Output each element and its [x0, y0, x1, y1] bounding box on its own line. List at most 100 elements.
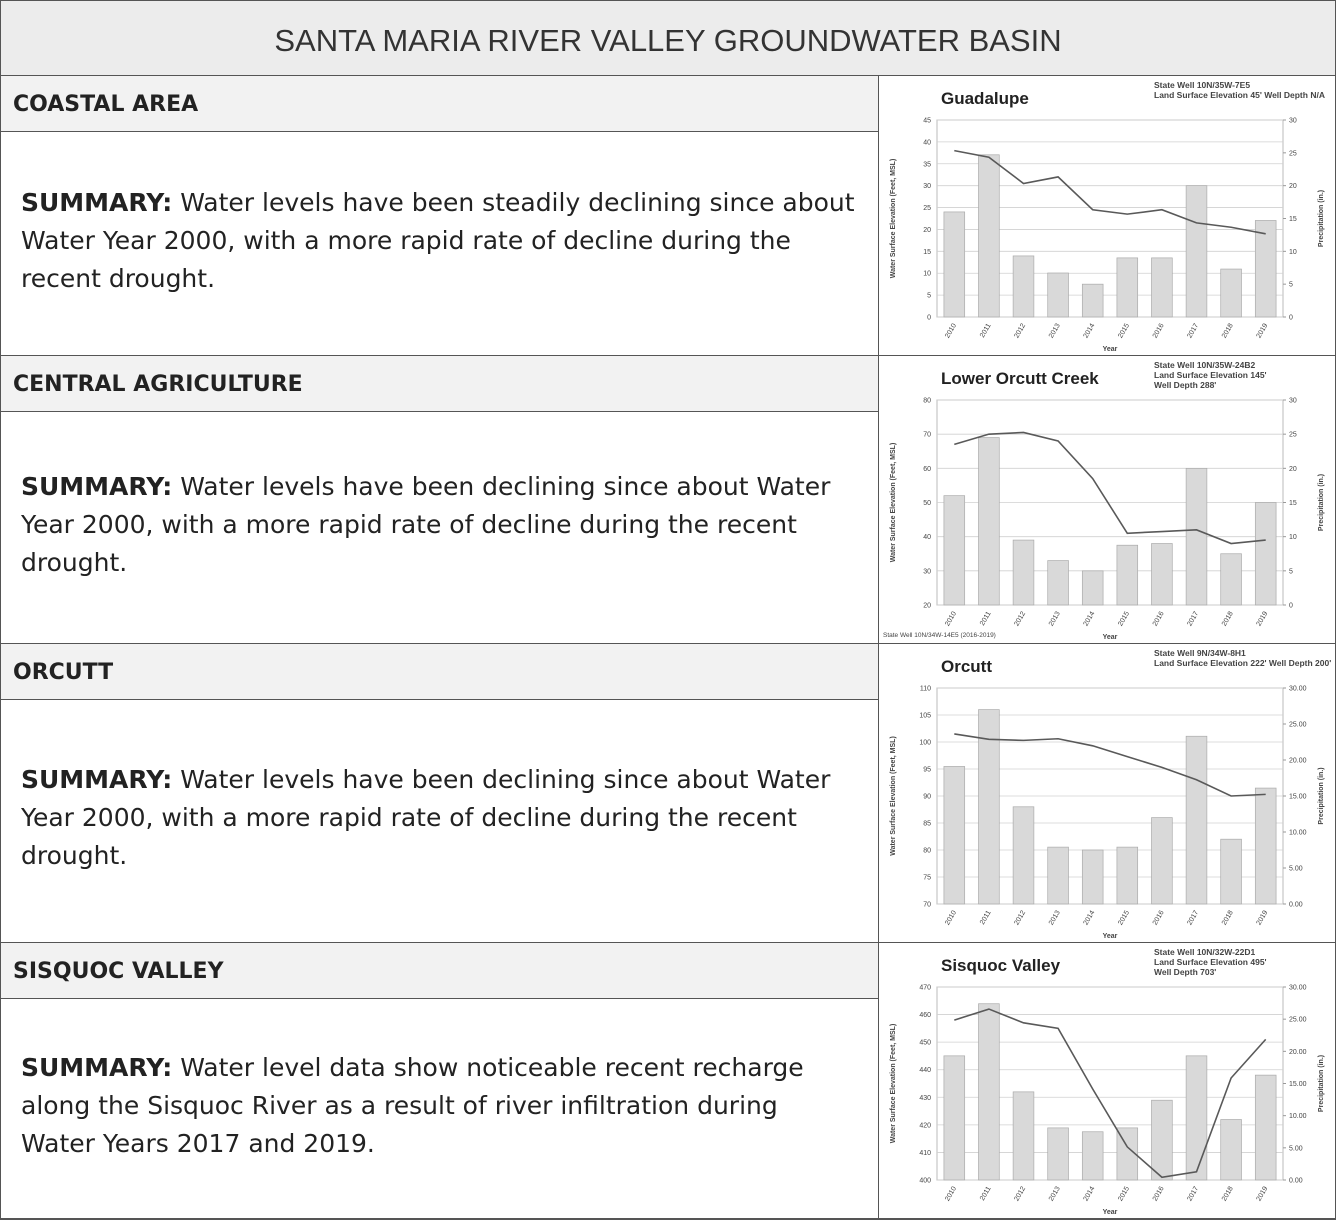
precip-bar: [1185, 467, 1208, 606]
y2-tick-label: 30: [1289, 118, 1297, 125]
summary-text: Water levels have been declining since a…: [21, 765, 831, 870]
precip-bar: [1185, 1055, 1208, 1181]
chart: Sisquoc Valley State Well 10N/32W-22D1Lan…: [890, 947, 1325, 1216]
y2-tick-label: 15.00: [1289, 1081, 1307, 1088]
precip-bar: [1047, 560, 1069, 606]
y2-tick-label: 25: [1289, 150, 1297, 157]
precip-bar: [978, 709, 1000, 905]
precip-bar: [978, 437, 1000, 606]
x-tick-label: 2019: [1256, 909, 1270, 926]
x-tick-label: 2014: [1083, 322, 1097, 339]
x-tick-label: 2019: [1256, 322, 1270, 339]
precip-bar: [1012, 255, 1035, 318]
y-tick-label: 0: [927, 315, 931, 322]
water-level-line: [954, 149, 1266, 235]
y2-axis-label: Precipitation (in.): [1318, 767, 1325, 824]
x-tick-label: 2016: [1152, 909, 1166, 926]
y-tick-label: 50: [923, 500, 931, 507]
x-axis-label: Year: [1103, 634, 1118, 641]
y-tick-label: 5: [927, 293, 931, 300]
chart-title: Lower Orcutt Creek: [941, 369, 1099, 388]
section: ORCUTT SUMMARY: Water levels have been de…: [1, 644, 1335, 943]
y-tick-label: 100: [919, 740, 931, 747]
y2-tick-label: 10: [1289, 534, 1297, 541]
precip-bar: [943, 495, 966, 606]
well-info: Land Surface Elevation 45' Well Depth N/…: [1154, 90, 1325, 100]
x-tick-label: 2015: [1117, 610, 1131, 627]
x-tick-label: 2013: [1048, 1185, 1062, 1202]
x-tick-label: 2016: [1152, 322, 1166, 339]
precip-bar: [1012, 1091, 1035, 1181]
y-tick-label: 40: [923, 139, 931, 146]
y-tick-label: 10: [923, 271, 931, 278]
summary: SUMMARY: Water levels have been declinin…: [21, 468, 858, 582]
precip-bar: [1081, 570, 1104, 606]
y-tick-label: 85: [923, 821, 931, 828]
summary-label: SUMMARY:: [21, 471, 173, 501]
x-tick-label: 2011: [979, 322, 993, 339]
precip-bar: [1081, 849, 1104, 905]
y-tick-label: 75: [923, 875, 931, 882]
page-title: SANTA MARIA RIVER VALLEY GROUNDWATER BAS…: [1, 1, 1335, 76]
y2-tick-label: 25: [1289, 432, 1297, 439]
precip-bar: [1254, 787, 1277, 905]
y2-tick-label: 10.00: [1289, 830, 1307, 837]
y-tick-label: 30: [923, 183, 931, 190]
y-tick-label: 30: [923, 568, 931, 575]
y-tick-label: 40: [923, 534, 931, 541]
precip-bar: [978, 154, 1000, 318]
precip-bar: [1012, 806, 1035, 905]
x-tick-label: 2019: [1256, 1185, 1270, 1202]
y2-axis-label: Precipitation (in.): [1318, 474, 1325, 531]
x-axis-label: Year: [1103, 933, 1118, 940]
y-tick-label: 70: [923, 902, 931, 909]
well-info: Well Depth 703': [1154, 967, 1216, 977]
precip-bar: [1151, 543, 1173, 606]
precip-bar: [1185, 185, 1208, 318]
x-tick-label: 2010: [944, 909, 958, 926]
y2-tick-label: 10.00: [1289, 1113, 1307, 1120]
chart-cell: Sisquoc Valley State Well 10N/32W-22D1 Lan…: [879, 943, 1335, 1218]
x-tick-label: 2010: [944, 1185, 958, 1202]
x-tick-label: 2014: [1083, 610, 1097, 627]
x-tick-label: 2019: [1256, 610, 1270, 627]
summary: SUMMARY: Water levels have been declinin…: [21, 761, 858, 875]
precip-bar: [1151, 1099, 1173, 1181]
x-tick-label: 2012: [1013, 909, 1027, 926]
water-level-line: [954, 733, 1266, 797]
y-axis-label: Water Surface Elevation (Feet, MSL): [890, 159, 897, 279]
y-tick-label: 470: [919, 985, 931, 992]
section: CENTRAL AGRICULTURE SUMMARY: Water levels…: [1, 356, 1335, 644]
y2-tick-label: 20: [1289, 183, 1297, 190]
y2-tick-label: 0: [1289, 603, 1293, 610]
x-tick-label: 2012: [1013, 610, 1027, 627]
section-text: ORCUTT SUMMARY: Water levels have been de…: [1, 644, 879, 942]
precip-bar: [1047, 1127, 1069, 1181]
x-tick-label: 2017: [1186, 322, 1200, 339]
chart-title: Guadalupe: [941, 89, 1029, 108]
precip-bar: [943, 211, 966, 318]
y-axis-label: Water Surface Elevation (Feet, MSL): [890, 1024, 897, 1144]
section-heading: CENTRAL AGRICULTURE: [1, 356, 878, 412]
summary-text: Water levels have been steadily declinin…: [21, 187, 855, 293]
x-tick-label: 2013: [1048, 909, 1062, 926]
y-tick-label: 105: [919, 713, 931, 720]
y-tick-label: 25: [923, 205, 931, 212]
well-info: State Well 10N/32W-22D1: [1154, 947, 1256, 957]
x-tick-label: 2013: [1048, 610, 1062, 627]
y-tick-label: 440: [919, 1067, 931, 1074]
y-tick-label: 110: [920, 686, 931, 693]
section-text: CENTRAL AGRICULTURE SUMMARY: Water levels…: [1, 356, 879, 643]
precip-bar: [978, 1003, 1000, 1181]
precip-bar: [1254, 502, 1277, 606]
x-tick-label: 2011: [979, 909, 993, 926]
x-tick-label: 2010: [944, 322, 958, 339]
y2-tick-label: 0.00: [1289, 902, 1303, 909]
summary: SUMMARY: Water levels have been steadily…: [21, 184, 858, 298]
x-tick-label: 2017: [1186, 909, 1200, 926]
summary-label: SUMMARY:: [21, 1052, 173, 1082]
y2-tick-label: 30.00: [1289, 686, 1307, 693]
